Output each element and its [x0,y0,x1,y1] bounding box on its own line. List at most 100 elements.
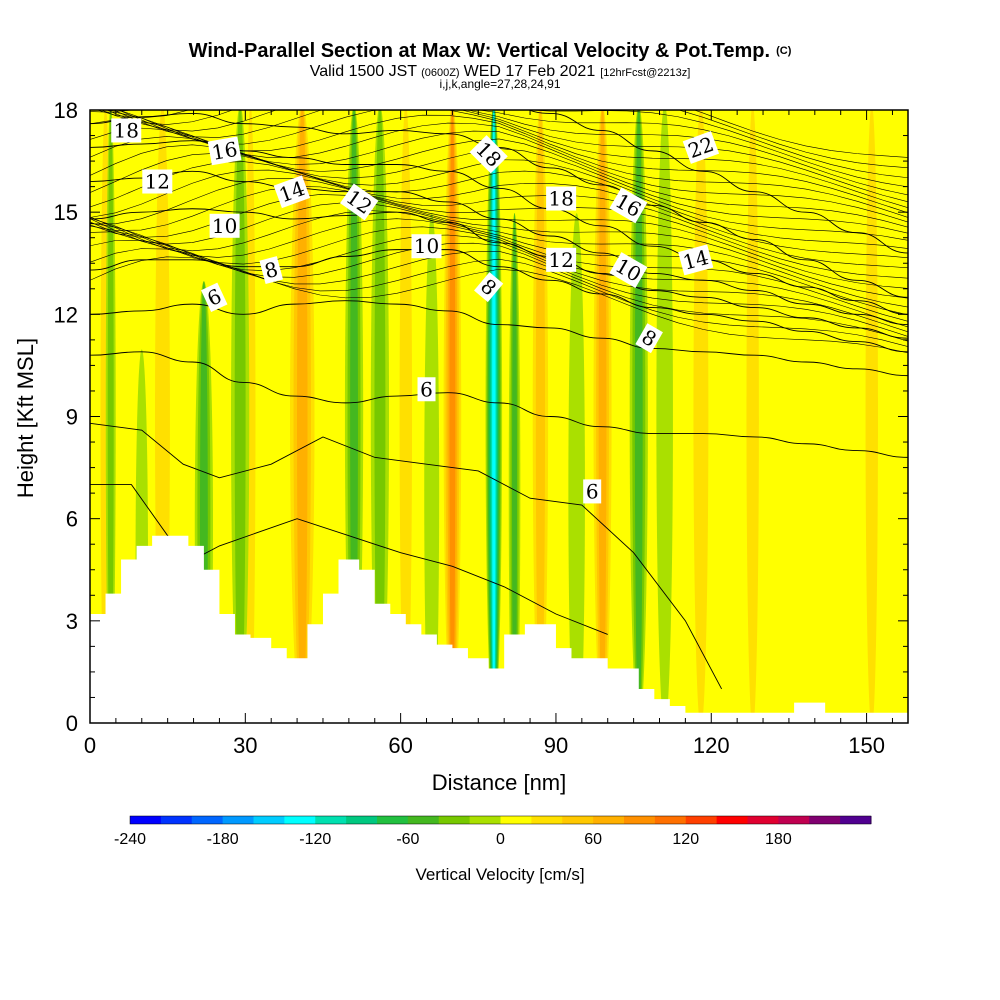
theta-contour-line [102,110,908,169]
y-tick-label: 6 [66,507,78,532]
contour-label: 8 [635,323,663,354]
contour-label: 18 [111,118,142,143]
contour-label-text: 6 [420,377,433,401]
x-tick-label: 60 [388,733,412,758]
colorbar-swatch [624,816,656,824]
theta-contour-line [90,217,908,328]
contour-label-box [201,282,228,312]
contour-label: 14 [678,244,714,276]
theta-contour-line [527,110,908,254]
contour-label: 18 [546,186,577,211]
colorbar-swatch [222,816,254,824]
contour-label-text: 8 [262,257,281,283]
theta-contour-line [90,208,908,339]
theta-contour-line [106,110,908,196]
contour-label: 6 [201,282,228,312]
colorbar-swatch [809,816,841,824]
colorbar-tick-label: 60 [584,831,602,848]
x-tick-label: 30 [233,733,257,758]
velocity-band [746,110,759,723]
colorbar-tick-label: 120 [672,831,699,848]
colorbar: -240 -180 -120 -60 0 60 120 180 [114,815,872,848]
colorbar-swatch [593,816,625,824]
colorbar-swatch [315,816,347,824]
velocity-band [234,110,246,723]
theta-contour-line [96,110,908,179]
contour-label-box [635,323,663,354]
x-tick-label: 150 [848,733,885,758]
contour-label: 6 [583,479,602,504]
y-axis: 0 3 6 9 12 15 18 [54,98,908,736]
contour-label-box [417,377,436,402]
x-axis: 0 30 60 90 120 150 [84,110,893,758]
x-axis-label: Distance [nm] [432,770,567,795]
contour-label: 12 [142,169,173,194]
x-tick-label: 90 [544,733,568,758]
contour-label-text: 18 [548,187,573,211]
x-tick-label: 0 [84,733,96,758]
velocity-band [424,213,440,723]
colorbar-swatch [284,816,316,824]
grid-indices: i,j,k,angle=27,28,24,91 [439,77,560,91]
contour-label: 12 [546,247,577,272]
velocity-band [492,110,496,723]
colorbar-swatch [377,816,409,824]
y-tick-label: 12 [54,302,78,327]
contour-label-text: 10 [414,234,439,258]
colorbar-swatch [685,816,718,824]
velocity-band [656,110,673,723]
theta-contour-line [100,110,908,188]
velocity-band [107,110,114,723]
contour-label-box [474,272,504,303]
contour-label: 16 [207,136,242,166]
contour-label-text: 16 [210,137,239,165]
contour-label-text: 12 [145,170,170,194]
colorbar-tick-label: -180 [207,831,239,848]
y-tick-label: 9 [66,405,78,430]
theta-contour-line [90,178,908,279]
colorbar-swatch [160,816,193,824]
contour-label-box [411,234,442,259]
y-axis-label: Height [Kft MSL] [13,338,38,498]
velocity-band [297,110,308,723]
colorbar-swatch [407,816,440,824]
contour-label-text: 6 [586,479,599,503]
velocity-band [449,110,456,723]
colorbar-swatch [654,816,687,824]
velocity-band [374,110,386,723]
terrain [90,535,908,723]
y-tick-label: 0 [66,711,78,736]
colorbar-swatch [469,816,501,824]
contour-label-box [583,479,602,504]
colorbar-frame [129,815,872,825]
velocity-band [568,213,585,723]
contour-label-box [469,135,508,174]
colorbar-tick-label: -120 [299,831,331,848]
colorbar-tick-label: -240 [114,831,146,848]
theta-contour-line [90,216,908,322]
theta-contour-line [90,300,908,377]
contour-label-box [273,175,311,209]
contour-label-box [111,118,142,143]
colorbar-swatch [438,816,471,824]
y-tick-label: 18 [54,98,78,123]
contour-label-box [546,247,577,272]
contour-label-box [609,252,648,288]
theta-contour-line [90,186,908,289]
theta-contour-line [90,210,908,316]
colorbar-swatch [191,816,224,824]
theta-contour-line [90,222,908,333]
velocity-band [598,110,607,723]
velocity-band [693,110,709,723]
contour-label: 10 [209,213,240,238]
velocity-band [512,213,518,723]
contour-label-text: 18 [114,118,139,142]
colorbar-tick-label: 0 [496,831,505,848]
colorbar-swatch [778,816,810,824]
theta-contour-line [90,351,908,458]
theta-contour-line [90,422,723,690]
theta-contour-line [112,110,908,203]
theta-contour-line [90,249,908,353]
